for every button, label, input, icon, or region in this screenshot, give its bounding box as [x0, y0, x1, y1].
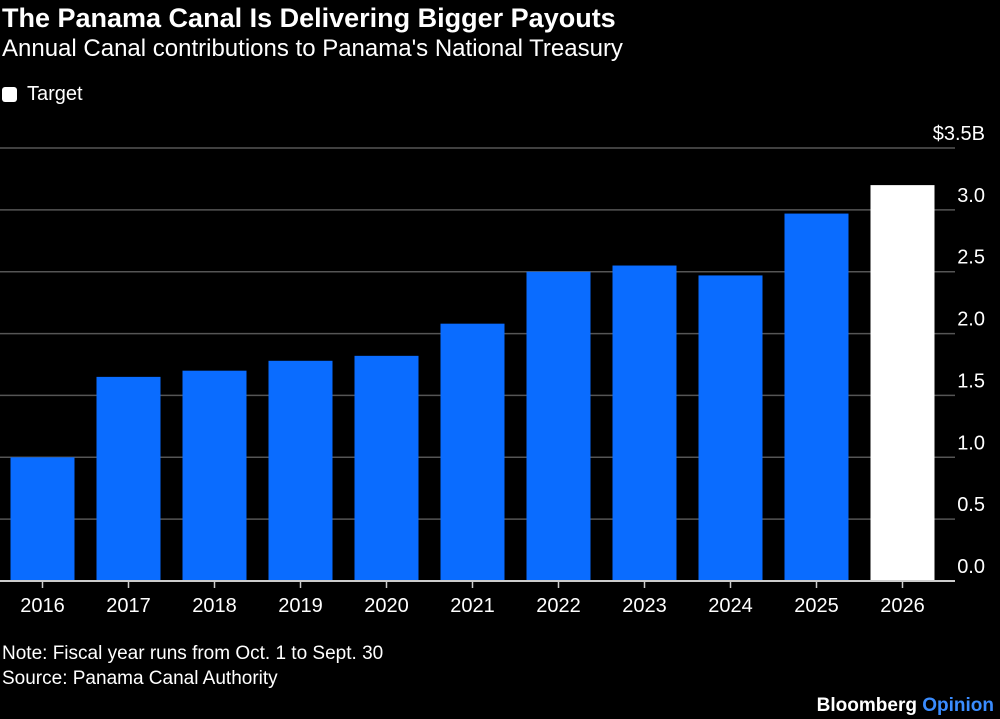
- legend: Target: [2, 81, 83, 107]
- y-tick-label: 2.5: [957, 247, 985, 269]
- bar-2020: [354, 355, 419, 581]
- x-tick-label: 2020: [364, 595, 409, 617]
- bar-2022: [526, 271, 591, 581]
- bar-2023: [612, 265, 677, 581]
- x-tick-label: 2018: [192, 595, 237, 617]
- x-tick-label: 2022: [536, 595, 581, 617]
- y-tick-label: 3.0: [957, 185, 985, 207]
- x-tick-label: 2017: [106, 595, 151, 617]
- y-tick-label: 1.0: [957, 432, 985, 454]
- x-tick-label: 2026: [880, 595, 925, 617]
- x-tick-label: 2016: [20, 595, 65, 617]
- chart-source: Source: Panama Canal Authority: [2, 668, 278, 689]
- brand-main: Bloomberg: [816, 695, 917, 716]
- bar-2019: [268, 360, 333, 581]
- bar-target-2026: [870, 185, 935, 581]
- bloomberg-opinion-logo: Bloomberg Opinion: [817, 694, 994, 718]
- bar-2018: [182, 370, 247, 581]
- bar-2024: [698, 275, 763, 581]
- bar-2017: [96, 376, 161, 581]
- y-tick-label: 1.5: [957, 370, 985, 392]
- chart-subtitle: Annual Canal contributions to Panama's N…: [2, 35, 623, 62]
- y-tick-label: 2.0: [957, 309, 985, 331]
- chart-note: Note: Fiscal year runs from Oct. 1 to Se…: [2, 643, 384, 664]
- y-tick-label: 0.5: [957, 494, 985, 516]
- chart-title: The Panama Canal Is Delivering Bigger Pa…: [2, 3, 616, 33]
- legend-label-target: Target: [27, 83, 83, 105]
- legend-swatch-target: [2, 86, 17, 102]
- x-tick-label: 2024: [708, 595, 753, 617]
- x-tick-label: 2021: [450, 595, 495, 617]
- y-tick-label: 0.0: [957, 556, 985, 578]
- brand-accent: Opinion: [922, 695, 994, 716]
- y-tick-label: $3.5B: [933, 123, 985, 145]
- x-tick-label: 2025: [794, 595, 839, 617]
- x-tick-label: 2019: [278, 595, 323, 617]
- x-tick-label: 2023: [622, 595, 667, 617]
- bar-2021: [440, 323, 505, 581]
- bar-2016: [10, 457, 75, 581]
- bar-2025: [784, 213, 849, 581]
